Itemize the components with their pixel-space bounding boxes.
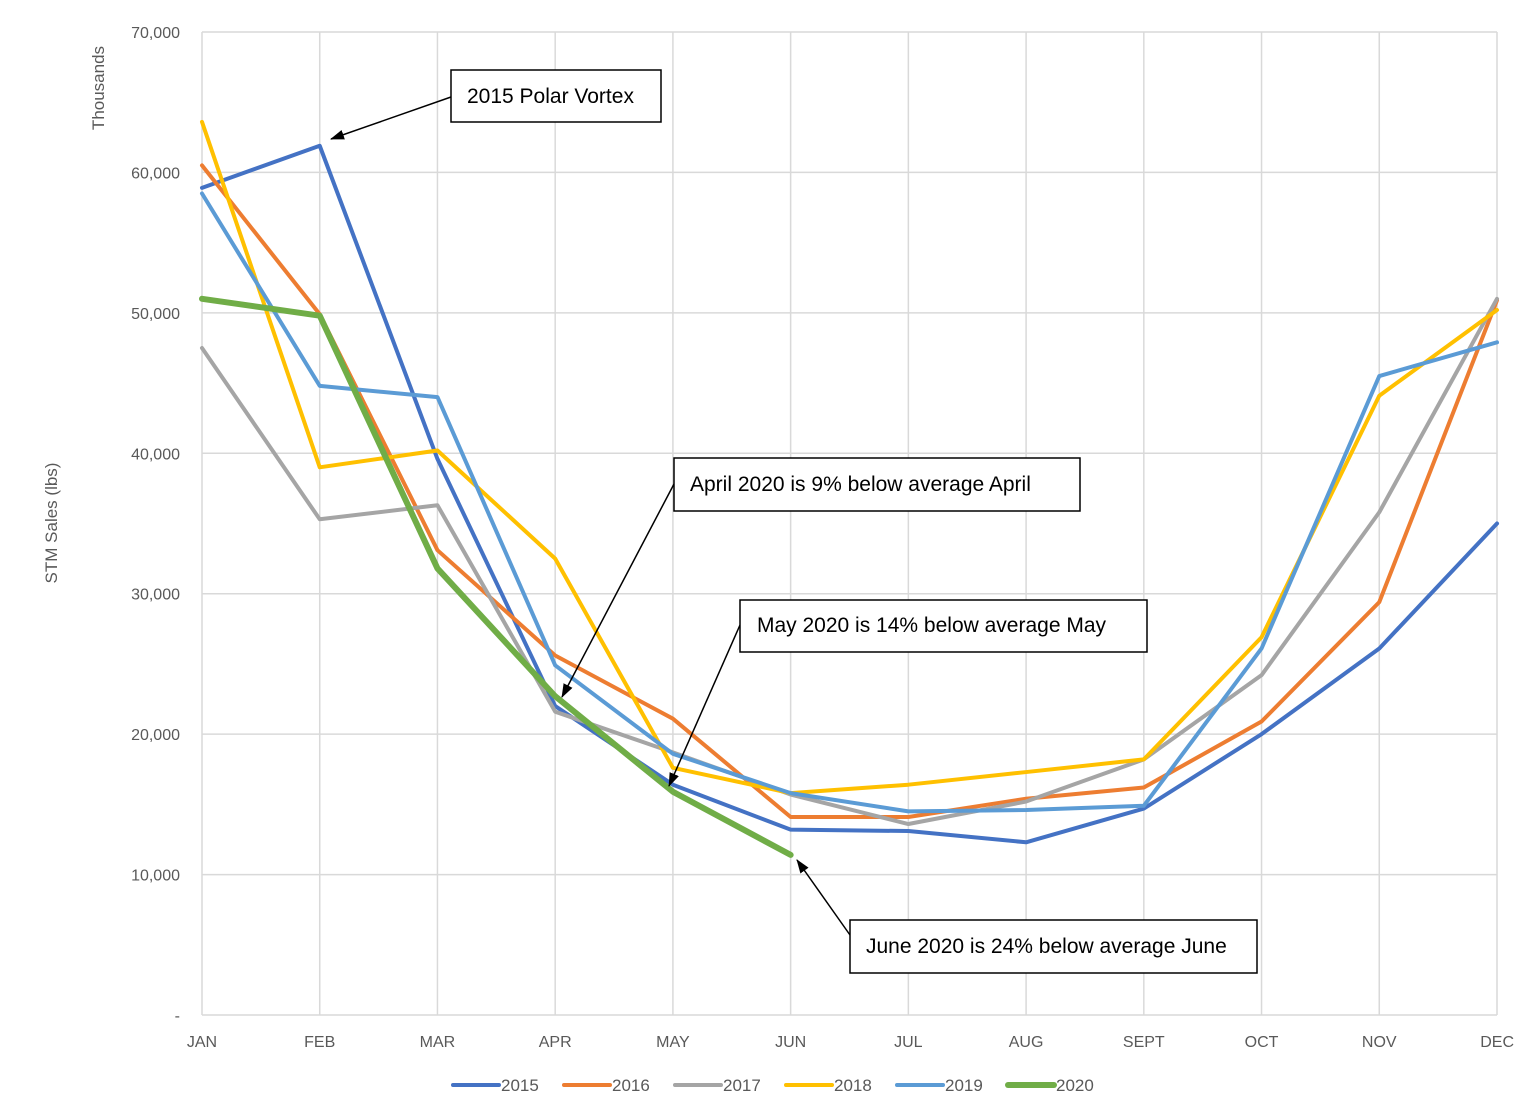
x-tick-label: JUN (775, 1034, 806, 1051)
annotation-box (849, 919, 1258, 974)
x-tick-label: AUG (1009, 1034, 1044, 1051)
legend: 2015 2016 2017 2018 2019 2020 (451, 1076, 1094, 1095)
annotation-text: 2015 Polar Vortex (467, 85, 634, 108)
y-tick-label: 40,000 (131, 446, 180, 463)
y-tick-label: - (175, 1008, 180, 1025)
x-tick-label: OCT (1245, 1034, 1279, 1051)
legend-label-2016: 2016 (612, 1076, 650, 1095)
y-axis-ticks: - 10,000 20,000 30,000 40,000 50,000 60,000 70,… (131, 25, 180, 1025)
series-line-2020 (199, 295, 794, 858)
y-axis-title: STM Sales (lbs) (42, 463, 61, 584)
annotation-box (450, 69, 662, 123)
annotation-arrow (668, 624, 741, 787)
y-tick-label: 60,000 (131, 165, 180, 182)
x-tick-label: NOV (1362, 1034, 1397, 1051)
x-tick-label: MAR (420, 1034, 456, 1051)
annotation-text: June 2020 is 24% below average June (866, 935, 1227, 958)
series-line-2019 (200, 191, 1499, 814)
gridlines (201, 31, 1498, 1016)
y-axis-units-label: Thousands (89, 46, 108, 130)
y-tick-label: 30,000 (131, 587, 180, 604)
x-tick-label: MAY (656, 1034, 690, 1051)
series-lines (199, 119, 1499, 858)
y-tick-label: 50,000 (131, 306, 180, 323)
series-line-2018 (200, 119, 1499, 796)
annotation-box (739, 599, 1148, 653)
legend-label-2015: 2015 (501, 1076, 539, 1095)
x-axis-ticks: JAN FEB MAR APR MAY JUN JUL AUG SEPT OCT NOV DEC (187, 1034, 1514, 1051)
y-tick-label: 10,000 (131, 868, 180, 885)
annotations: 2015 Polar Vortex April 2020 is 9% below … (330, 69, 1258, 974)
y-tick-label: 70,000 (131, 25, 180, 42)
annotation-arrow (561, 483, 675, 698)
series-line-2016 (200, 163, 1499, 819)
annotation-box (673, 457, 1081, 512)
legend-label-2018: 2018 (834, 1076, 872, 1095)
annotation-arrow (796, 859, 851, 936)
series-line-2015 (200, 143, 1499, 845)
legend-label-2017: 2017 (723, 1076, 761, 1095)
x-tick-label: SEPT (1123, 1034, 1165, 1051)
legend-label-2019: 2019 (945, 1076, 983, 1095)
legend-label-2020: 2020 (1056, 1076, 1094, 1095)
x-tick-label: JAN (187, 1034, 217, 1051)
x-tick-label: FEB (304, 1034, 335, 1051)
x-tick-label: APR (539, 1034, 572, 1051)
series-line-2017 (200, 296, 1499, 827)
x-tick-label: DEC (1480, 1034, 1514, 1051)
annotation-text: April 2020 is 9% below average April (690, 473, 1031, 496)
annotation-arrow (330, 96, 452, 140)
y-tick-label: 20,000 (131, 727, 180, 744)
x-tick-label: JUL (894, 1034, 923, 1051)
annotation-text: May 2020 is 14% below average May (757, 614, 1107, 637)
